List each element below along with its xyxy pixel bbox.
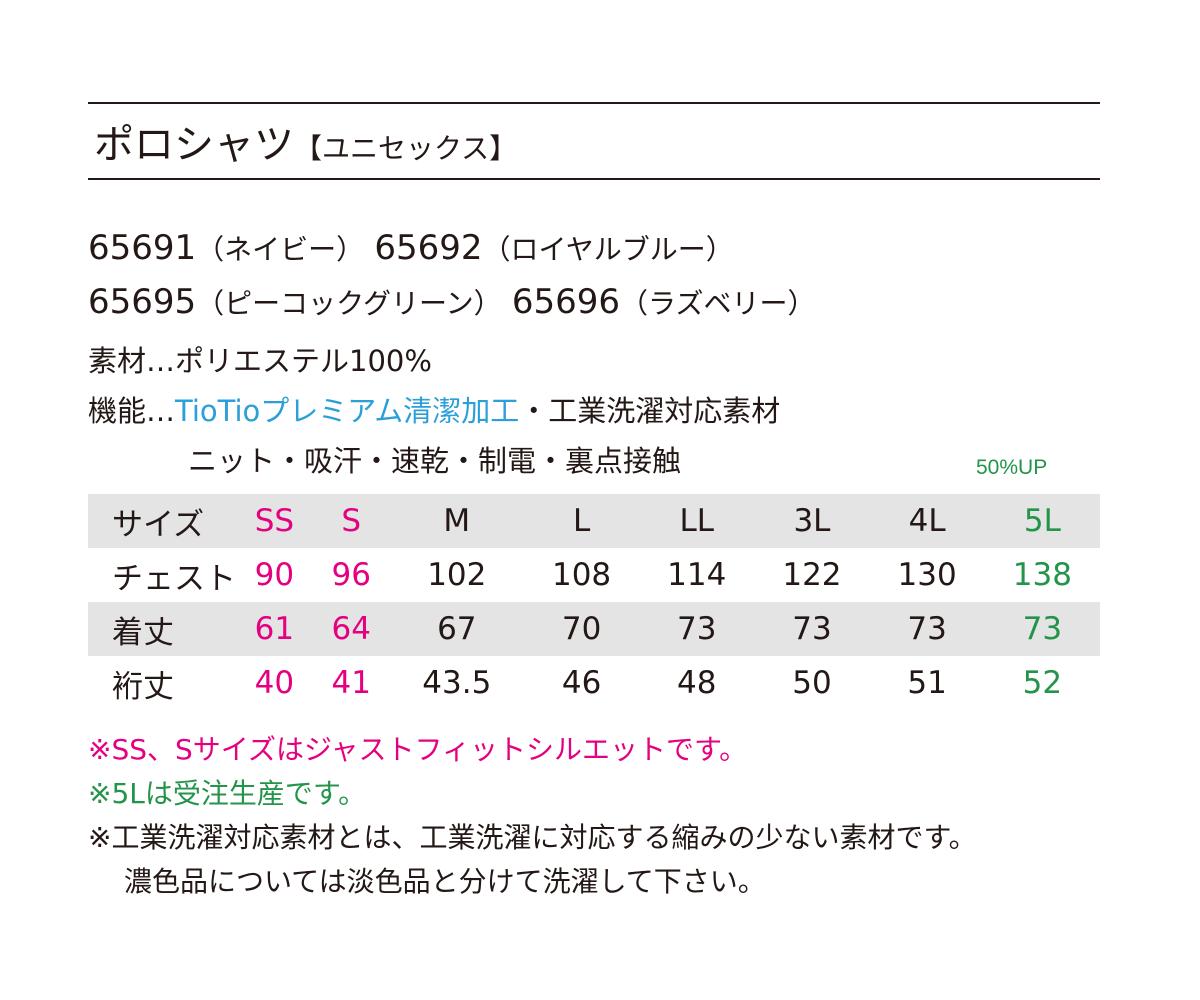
product-code: 65695 [88, 282, 197, 322]
table-cell: 73 [869, 602, 985, 656]
table-cell: 122 [782, 557, 842, 593]
function-line: 機能…TioTioプレミアム清潔加工・工業洗濯対応素材 [88, 386, 780, 436]
product-color: （ロイヤルブルー） [482, 233, 734, 266]
bottom-rule [88, 178, 1100, 180]
table-cell: 96 [331, 557, 371, 593]
row-label: チェスト [112, 560, 236, 597]
table-cell: 61 [236, 602, 313, 656]
table-cell: 90 [254, 557, 295, 593]
product-line-1: 65691（ネイビー） 65692（ロイヤルブルー） [88, 222, 815, 276]
table-cell: 73 [984, 602, 1100, 656]
size-cell: S [312, 494, 390, 548]
row-label: 裄丈 [112, 668, 174, 705]
table-cell: 50 [792, 665, 832, 701]
table-row: 着丈 61 64 67 70 73 73 73 73 [88, 602, 1100, 656]
page-title: ポロシャツ【ユニセックス】 [94, 118, 517, 176]
table-row: 裄丈 40 41 43.5 46 48 50 51 52 [88, 656, 1100, 710]
material-line: 素材…ポリエステル100% [88, 336, 780, 386]
size-cell: L [523, 494, 640, 548]
row-label: サイズ [88, 494, 236, 548]
size-cell: SS [236, 494, 313, 548]
size-header-row: サイズ SS S M L LL 3L 4L 5L [88, 494, 1100, 548]
table-cell: 43.5 [422, 665, 492, 701]
function-label: 機能… [88, 394, 176, 428]
material-label: 素材… [88, 344, 176, 378]
table-cell: 51 [907, 665, 947, 701]
notes-block: ※SS、Sサイズはジャストフィットシルエットです。 ※5Lは受注生産です。 ※工… [88, 728, 977, 904]
table-cell: 41 [331, 665, 371, 701]
size-cell: M [389, 494, 524, 548]
table-cell: 108 [551, 557, 612, 593]
size-cell: 4L [869, 494, 985, 548]
row-label: 着丈 [88, 602, 236, 656]
material-value: ポリエステル100% [175, 344, 432, 378]
note-industrial-wash: ※工業洗濯対応素材とは、工業洗濯に対応する縮みの少ない素材です。 [88, 821, 977, 854]
table-cell: 102 [427, 557, 487, 593]
product-codes: 65691（ネイビー） 65692（ロイヤルブルー） 65695（ピーコックグリ… [88, 222, 815, 330]
function-rest: ・工業洗濯対応素材 [519, 394, 781, 428]
table-cell: 64 [312, 602, 390, 656]
table-cell: 67 [389, 602, 524, 656]
product-color: （ネイビー） [196, 233, 365, 266]
size-table: サイズ SS S M L LL 3L 4L 5L チェスト 90 96 102 … [88, 494, 1100, 710]
table-cell: 48 [677, 665, 717, 701]
table-row: チェスト 90 96 102 108 114 122 130 138 [88, 548, 1100, 602]
title-subtitle: 【ユニセックス】 [294, 132, 518, 165]
product-color: （ラズベリー） [620, 287, 816, 320]
note-5l: ※5Lは受注生産です。 [88, 777, 367, 810]
table-cell: 138 [1012, 557, 1072, 593]
note-fit: ※SS、Sサイズはジャストフィットシルエットです。 [88, 733, 748, 766]
table-cell: 40 [254, 665, 295, 701]
table-cell: 73 [754, 602, 870, 656]
product-code: 65692 [374, 228, 483, 268]
function-line-2: ニット・吸汗・速乾・制電・裏点接触 [188, 444, 682, 478]
table-cell: 46 [561, 665, 602, 701]
spec-block: 素材…ポリエステル100% 機能…TioTioプレミアム清潔加工・工業洗濯対応素… [88, 336, 780, 486]
size-cell: 5L [984, 494, 1100, 548]
note-dark-colors: 濃色品については淡色品と分けて洗濯して下さい。 [124, 865, 766, 898]
size-cell: 3L [754, 494, 870, 548]
function-highlight: TioTioプレミアム清潔加工 [175, 394, 520, 428]
table-cell: 70 [523, 602, 640, 656]
product-line-2: 65695（ピーコックグリーン） 65696（ラズベリー） [88, 276, 815, 330]
table-cell: 114 [667, 557, 727, 593]
product-code: 65696 [511, 282, 620, 322]
product-code: 65691 [88, 228, 197, 268]
table-cell: 130 [897, 557, 957, 593]
product-color: （ピーコックグリーン） [196, 287, 502, 320]
table-cell: 73 [639, 602, 755, 656]
table-cell: 52 [1022, 665, 1063, 701]
top-rule [88, 102, 1100, 104]
title-main: ポロシャツ [94, 122, 294, 168]
size-cell: LL [639, 494, 755, 548]
size-up-note: 50%UP [976, 456, 1048, 479]
